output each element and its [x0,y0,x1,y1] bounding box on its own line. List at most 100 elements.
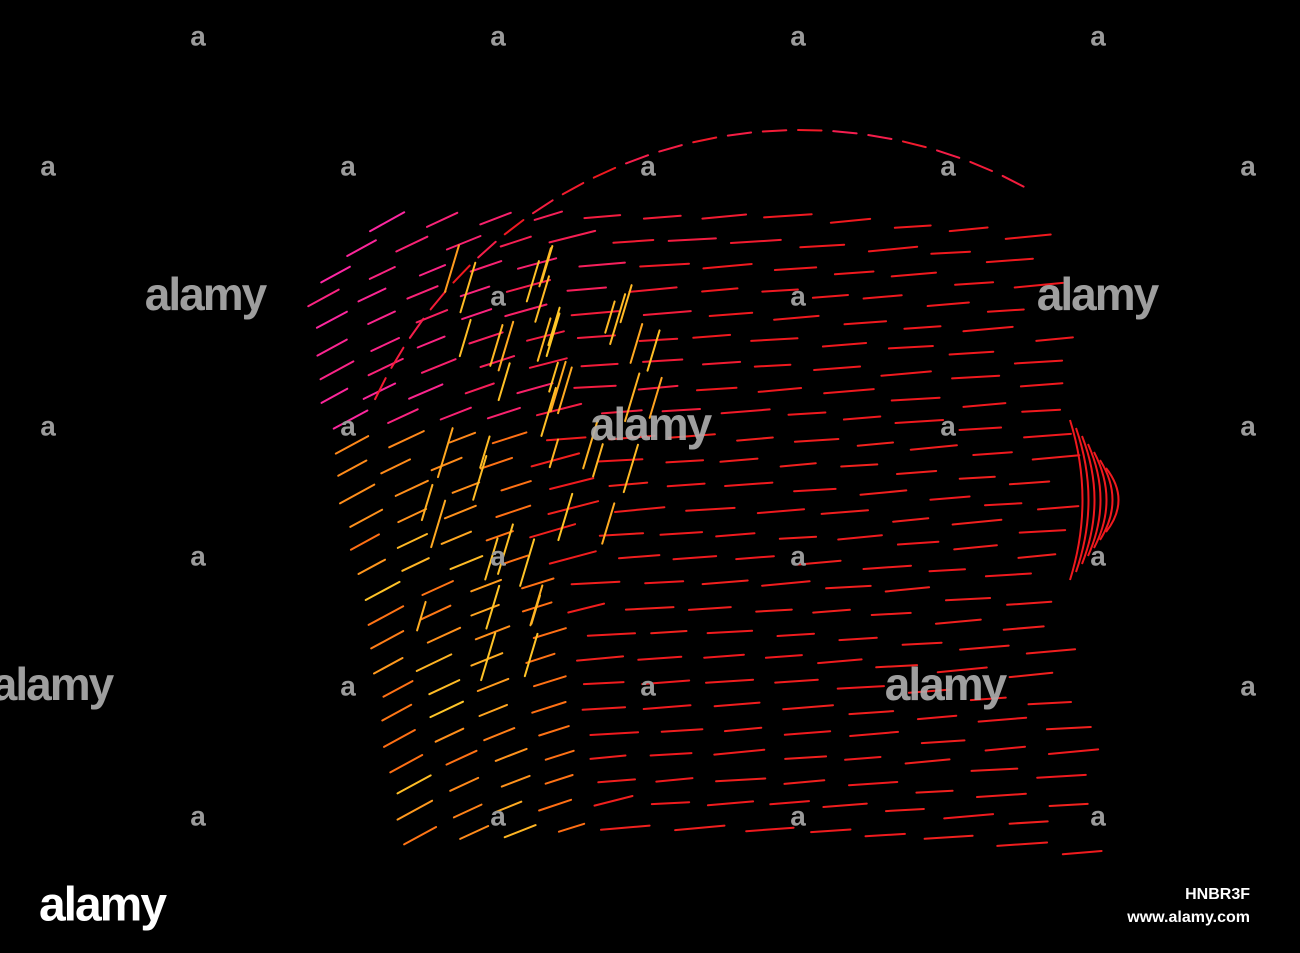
small-watermark: a [340,150,356,181]
light-streak [534,275,550,323]
small-watermark: a [40,410,56,441]
light-streak [608,434,656,441]
light-streak [701,579,749,586]
light-streak [557,492,574,542]
light-streak [429,700,464,719]
light-streak [397,508,428,524]
light-streak [596,458,644,463]
light-streak [500,480,532,492]
light-streak [597,778,636,784]
light-streak [583,214,622,220]
light-streak [703,653,745,659]
light-streak [829,217,872,224]
light-streak [625,154,650,165]
light-streak [907,688,951,694]
light-streak [430,499,447,549]
light-streak [497,362,511,402]
light-streak [474,625,511,641]
light-streak [870,611,912,616]
light-streak [549,360,567,413]
light-streak [811,294,849,299]
light-streak [469,260,503,273]
light-streak [901,641,943,646]
light-streak [843,320,888,326]
light-streak [862,294,903,300]
light-streak [665,459,705,464]
site-url: www.alamy.com [1126,909,1250,926]
light-streak [761,288,799,293]
light-streak [458,318,472,358]
light-streak [561,181,585,196]
light-streak [497,320,515,372]
light-streak [720,408,771,415]
light-streak [494,747,528,762]
light-streak [667,237,717,242]
light-streak [315,310,348,329]
light-streak [674,824,726,832]
light-streak [531,701,567,714]
small-watermark: a [190,20,206,51]
light-streak [388,430,425,449]
light-streak [540,245,554,283]
light-streak [799,243,846,249]
light-streak [430,456,463,472]
light-streak [836,685,885,690]
light-streak [755,608,793,613]
light-streak [582,681,625,686]
light-streak [1099,459,1114,541]
light-streak [420,358,457,374]
light-streak [566,286,607,292]
light-streak [1025,648,1077,655]
light-streak [761,129,788,133]
light-streak [984,745,1026,752]
light-streak [859,489,908,496]
light-streak [592,443,604,478]
light-streak [639,262,690,268]
light-streak [416,335,446,349]
light-streak [491,431,528,445]
light-streak [821,342,868,348]
light-streak [364,580,401,601]
light-streak [779,462,817,468]
light-streak [622,443,639,494]
light-streak [593,795,634,807]
small-watermark: a [40,150,56,181]
bottom-logo: alamy [39,879,167,932]
small-watermark: a [190,540,206,571]
light-streak [723,726,763,733]
light-streak [628,286,678,293]
light-streak [396,533,428,549]
light-streak [389,754,424,774]
light-streak [817,658,863,665]
light-streak [538,725,570,737]
light-streak [1081,435,1096,565]
light-streak [702,263,753,270]
light-streak [823,388,875,395]
light-streak [320,387,349,404]
light-streak [449,555,484,571]
light-streak [464,382,495,395]
light-streak [832,130,858,135]
light-streak [848,781,899,787]
light-streak [395,235,429,253]
light-streak [479,435,491,469]
light-streak [1001,174,1025,188]
light-streak [601,409,643,415]
light-streak [529,523,577,539]
light-streak [576,655,625,662]
small-watermark: a [1240,670,1256,701]
light-streak [548,550,597,565]
small-watermark: a [640,150,656,181]
light-streak [848,710,895,716]
light-streak [480,632,497,682]
light-streak [532,627,567,639]
light-streak [864,832,906,838]
logo-watermark: alamy [0,658,115,710]
light-streak [890,396,941,402]
light-streak [638,337,679,342]
light-streak [764,654,803,659]
light-streak [557,366,573,415]
light-streak [729,238,782,244]
light-streak [519,538,536,587]
light-streak [604,300,616,334]
